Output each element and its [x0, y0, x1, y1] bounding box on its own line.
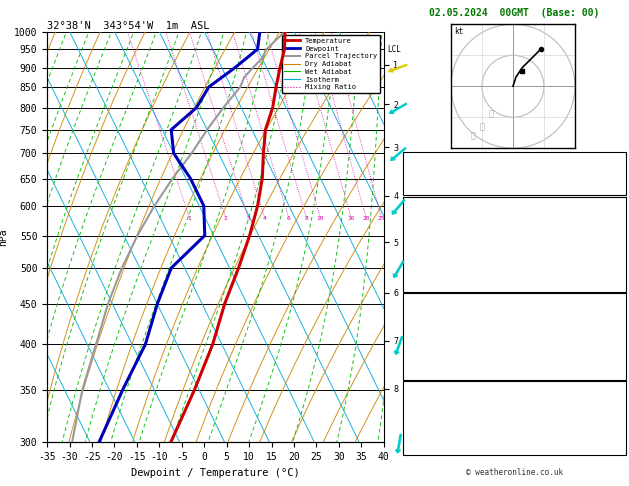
Text: ⥄: ⥄ — [470, 131, 475, 140]
Text: 8: 8 — [304, 216, 308, 221]
Text: 18: 18 — [600, 211, 610, 221]
Text: ⥄: ⥄ — [489, 110, 494, 119]
Text: 1: 1 — [605, 276, 610, 285]
Text: 12.4: 12.4 — [590, 225, 610, 233]
Text: Surface: Surface — [496, 200, 533, 209]
Text: 2: 2 — [224, 216, 228, 221]
Text: 1.49: 1.49 — [590, 184, 610, 193]
Text: Temp (°C): Temp (°C) — [409, 211, 454, 221]
Text: PW (cm): PW (cm) — [409, 184, 444, 193]
Text: LCL: LCL — [387, 45, 401, 53]
Text: θₑ(K): θₑ(K) — [409, 237, 434, 246]
Text: © weatheronline.co.uk: © weatheronline.co.uk — [465, 468, 563, 477]
Text: Pressure (mb): Pressure (mb) — [409, 308, 474, 317]
Text: 32°38'N  343°54'W  1m  ASL: 32°38'N 343°54'W 1m ASL — [47, 21, 209, 31]
Text: 10: 10 — [316, 216, 324, 221]
Text: 7: 7 — [605, 250, 610, 259]
Text: 25: 25 — [377, 216, 385, 221]
Text: StmSpd (kt): StmSpd (kt) — [409, 434, 464, 443]
Text: 1: 1 — [187, 216, 191, 221]
Text: Lifted Index: Lifted Index — [409, 250, 469, 259]
Text: K: K — [409, 156, 414, 166]
Text: 1022: 1022 — [590, 308, 610, 317]
Text: 1: 1 — [605, 359, 610, 368]
Text: 4: 4 — [263, 216, 267, 221]
Text: -11: -11 — [595, 396, 610, 405]
Text: 0: 0 — [605, 263, 610, 272]
Text: Lifted Index: Lifted Index — [409, 333, 469, 343]
Y-axis label: km
ASL: km ASL — [408, 227, 423, 246]
Text: Most Unstable: Most Unstable — [479, 296, 549, 305]
Text: CIN (J): CIN (J) — [409, 276, 444, 285]
Text: 4: 4 — [605, 409, 610, 417]
Text: 314: 314 — [595, 237, 610, 246]
Text: -9: -9 — [600, 156, 610, 166]
Text: 6: 6 — [287, 216, 291, 221]
Text: Dewp (°C): Dewp (°C) — [409, 225, 454, 233]
Text: EH: EH — [409, 396, 419, 405]
Legend: Temperature, Dewpoint, Parcel Trajectory, Dry Adiabat, Wet Adiabat, Isotherm, Mi: Temperature, Dewpoint, Parcel Trajectory… — [282, 35, 380, 93]
Text: 16: 16 — [347, 216, 355, 221]
Text: Hodograph: Hodograph — [490, 384, 538, 393]
Text: SREH: SREH — [409, 409, 429, 417]
X-axis label: Dewpoint / Temperature (°C): Dewpoint / Temperature (°C) — [131, 468, 300, 478]
Text: 20: 20 — [362, 216, 370, 221]
Text: StmDir: StmDir — [409, 421, 439, 431]
Text: CAPE (J): CAPE (J) — [409, 347, 449, 355]
Text: 11: 11 — [600, 434, 610, 443]
Text: 7: 7 — [605, 333, 610, 343]
Text: ⥄: ⥄ — [479, 122, 484, 131]
Text: 305°: 305° — [590, 421, 610, 431]
Text: 02.05.2024  00GMT  (Base: 00): 02.05.2024 00GMT (Base: 00) — [430, 8, 599, 17]
Text: θₑ (K): θₑ (K) — [409, 321, 439, 330]
Text: 314: 314 — [595, 321, 610, 330]
Text: 0: 0 — [605, 347, 610, 355]
Text: Totals Totals: Totals Totals — [409, 170, 474, 179]
Text: 33: 33 — [600, 170, 610, 179]
Text: CAPE (J): CAPE (J) — [409, 263, 449, 272]
Y-axis label: hPa: hPa — [0, 228, 8, 246]
Text: 3: 3 — [246, 216, 250, 221]
Text: CIN (J): CIN (J) — [409, 359, 444, 368]
Text: kt: kt — [454, 27, 464, 35]
